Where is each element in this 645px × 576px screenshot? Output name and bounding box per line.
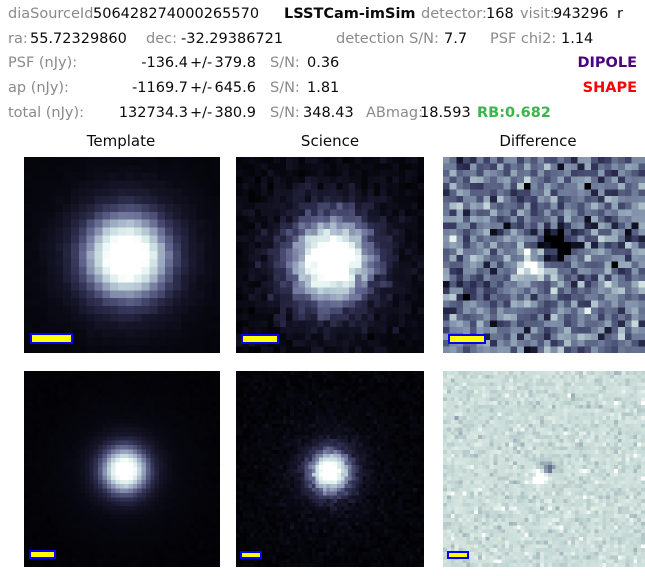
cutout-difference-zoomed-scalebar (448, 334, 486, 344)
flag-dipole: DIPOLE (577, 55, 637, 71)
cutout-science-zoomed-scalebar (241, 334, 279, 344)
cutout-difference-wide-scalebar (447, 551, 469, 559)
visit-value: 943296 (553, 6, 609, 22)
detector-label: detector: (421, 6, 487, 22)
cutout-template-zoomed-image (24, 157, 220, 353)
detector-value: 168 (486, 6, 514, 22)
psf-flux-pm: +/- (190, 55, 213, 71)
cutout-difference-zoomed-scalebar-fill (450, 336, 484, 342)
ap-flux-value: -1169.7 (132, 80, 188, 96)
psf-snr-label: S/N: (270, 55, 300, 71)
cutout-science-zoomed-image (236, 157, 424, 353)
ap-flux-pm: +/- (190, 80, 213, 96)
psf-chi2-label: PSF chi2: (490, 31, 557, 47)
column-title-template: Template (86, 132, 156, 150)
row-total: total (nJy): 132734.3 +/- 380.9 S/N: 348.43 AB… (0, 101, 645, 125)
cutout-science-zoomed[interactable] (236, 157, 424, 353)
total-flux-label: total (nJy): (8, 105, 85, 121)
source-metadata-header: diaSourceId: 506428274000265570 LSSTCam-im… (0, 0, 645, 128)
visit-label: visit: (520, 6, 555, 22)
ra-value: 55.72329860 (30, 31, 127, 47)
abmag-label: ABmag: (366, 105, 423, 121)
cutout-difference-wide-image (443, 371, 645, 567)
cutout-difference-wide[interactable] (443, 371, 645, 567)
cutout-difference-wide-scalebar-fill (449, 553, 467, 557)
cutout-template-zoomed-scalebar (30, 333, 73, 344)
ap-snr-value: 1.81 (307, 80, 340, 96)
flag-shape: SHAPE (582, 80, 637, 96)
instrument-label: LSSTCam-imSim (284, 6, 416, 22)
abmag-value: 18.593 (420, 105, 471, 121)
ap-snr-label: S/N: (270, 80, 300, 96)
psf-flux-label: PSF (nJy): (8, 55, 78, 71)
ap-flux-label: ap (nJy): (8, 80, 69, 96)
cutout-template-zoomed-scalebar-fill (32, 335, 71, 342)
total-flux-value: 132734.3 (118, 105, 188, 121)
cutout-template-zoomed[interactable] (24, 157, 220, 353)
column-title-science: Science (300, 132, 360, 150)
psf-flux-value: -136.4 (141, 55, 188, 71)
dec-label: dec: (146, 31, 177, 47)
row-ap: ap (nJy): -1169.7 +/- 645.6 S/N: 1.81 SHAPE (0, 76, 645, 100)
total-flux-pm: +/- (190, 105, 213, 121)
row-psf: PSF (nJy): -136.4 +/- 379.8 S/N: 0.36 DIPOLE (0, 51, 645, 75)
total-snr-value: 348.43 (303, 105, 354, 121)
cutout-science-zoomed-scalebar-fill (243, 336, 277, 342)
column-title-difference: Difference (499, 132, 577, 150)
psf-snr-value: 0.36 (307, 55, 340, 71)
cutout-science-wide-scalebar-fill (242, 553, 260, 557)
total-snr-label: S/N: (270, 105, 300, 121)
rb-value: RB:0.682 (477, 105, 551, 121)
total-flux-err: 380.9 (214, 105, 256, 121)
cutout-template-wide-scalebar-fill (31, 552, 54, 557)
cutout-science-wide-scalebar (240, 551, 262, 559)
cutout-template-wide-scalebar (29, 550, 56, 559)
cutout-difference-zoomed-image (443, 157, 645, 353)
cutout-science-wide[interactable] (236, 371, 424, 567)
cutout-template-wide[interactable] (24, 371, 220, 567)
psf-chi2-value: 1.14 (561, 31, 594, 47)
row-coords: ra: 55.72329860 dec: -32.29386721 detection … (0, 27, 645, 51)
row-ids: diaSourceId: 506428274000265570 LSSTCam-im… (0, 2, 645, 26)
dec-value: -32.29386721 (181, 31, 284, 47)
cutout-template-wide-image (24, 371, 220, 567)
diasourceid-value: 506428274000265570 (93, 6, 260, 22)
psf-flux-err: 379.8 (214, 55, 256, 71)
detection-snr-value: 7.7 (444, 31, 468, 47)
detection-snr-label: detection S/N: (336, 31, 439, 47)
ap-flux-err: 645.6 (214, 80, 256, 96)
ra-label: ra: (8, 31, 28, 47)
cutout-science-wide-image (236, 371, 424, 567)
band-value: r (617, 6, 623, 22)
cutout-difference-zoomed[interactable] (443, 157, 645, 353)
diasourceid-label: diaSourceId: (8, 6, 99, 22)
